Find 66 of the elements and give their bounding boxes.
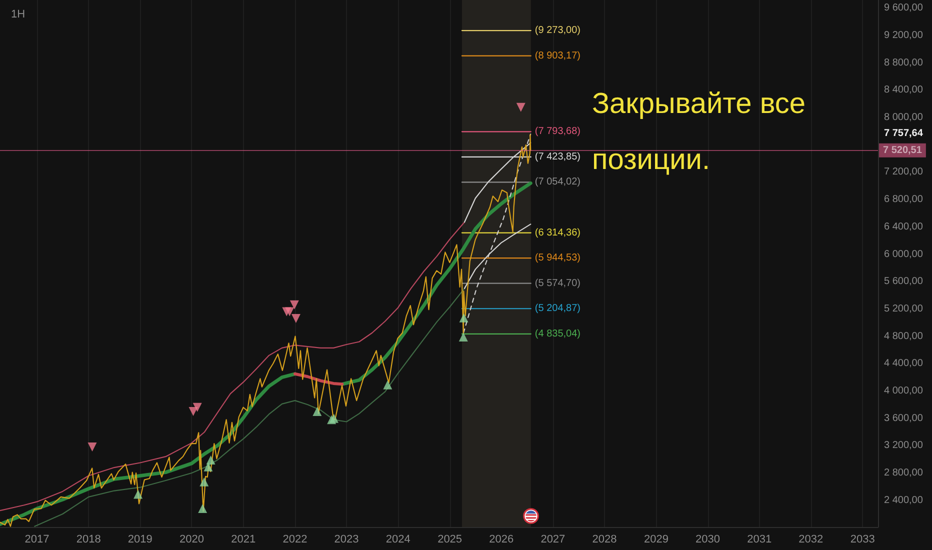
y-tick-label: 8 800,00 — [884, 57, 924, 68]
series-label: (8 903,17) — [534, 50, 580, 62]
x-tick-label: 2031 — [747, 534, 772, 546]
point — [192, 402, 202, 412]
x-tick-label: 2024 — [386, 534, 410, 546]
series-label: (7 793,68) — [534, 126, 580, 138]
point — [204, 462, 213, 472]
y-tick-label: 9 600,00 — [884, 2, 924, 14]
y-tick-label: 3 200,00 — [884, 440, 924, 452]
x-tick-label: 2032 — [798, 534, 824, 546]
point — [291, 314, 300, 324]
y-tick-label: 5 200,00 — [884, 303, 924, 314]
x-tick-label: 2025 — [438, 534, 462, 546]
y-tick-label: 4 800,00 — [884, 330, 924, 342]
x-tick-label: 2030 — [696, 534, 720, 546]
series-label: (9 273,00) — [534, 25, 580, 36]
line-series — [0, 222, 466, 512]
x-tick-label: 2018 — [76, 534, 101, 546]
x-tick-label: 2021 — [231, 534, 256, 546]
x-tick-label: 2028 — [592, 534, 617, 546]
point — [88, 442, 97, 452]
x-tick-label: 2033 — [850, 534, 875, 546]
x-tick-label: 2027 — [540, 534, 566, 546]
point — [516, 102, 526, 112]
series-label: (5 204,87) — [534, 303, 580, 314]
point — [458, 332, 468, 342]
point — [290, 300, 299, 310]
y-tick-label: 6 000,00 — [884, 248, 924, 260]
point — [459, 313, 468, 322]
text: 1H — [11, 8, 26, 20]
y-tick-label: 6 800,00 — [884, 194, 924, 206]
point — [200, 477, 209, 486]
text: 7 757,64 — [884, 128, 923, 140]
x-tick-label: 2029 — [644, 534, 668, 546]
y-tick-label: 8 400,00 — [884, 84, 924, 96]
point — [312, 406, 322, 416]
point — [198, 504, 208, 514]
y-tick-label: 3 600,00 — [884, 412, 924, 424]
series-label: (7 423,85) — [534, 151, 580, 162]
series-label: (7 054,02) — [534, 176, 580, 188]
ref-line-label: 7 520,51 — [883, 144, 922, 156]
y-tick-label: 5 600,00 — [884, 276, 924, 288]
series-label: (5 574,70) — [534, 278, 580, 289]
y-tick-label: 2 400,00 — [884, 494, 924, 506]
y-tick-label: 4 000,00 — [884, 385, 924, 396]
point — [134, 490, 143, 499]
point — [383, 380, 392, 390]
series-label: (5 944,53) — [534, 252, 580, 264]
y-tick-label: 7 200,00 — [884, 166, 924, 178]
y-tick-label: 9 200,00 — [884, 30, 924, 42]
point — [285, 307, 294, 316]
y-tick-label: 4 400,00 — [884, 358, 924, 370]
x-tick-label: 2026 — [489, 534, 514, 546]
x-tick-label: 2020 — [179, 534, 204, 546]
y-tick-label: 2 800,00 — [884, 468, 924, 478]
x-tick-label: 2017 — [24, 534, 50, 546]
series-label: (4 835,04) — [534, 328, 580, 340]
y-tick-label: 6 400,00 — [884, 221, 924, 232]
series-label: (6 314,36) — [534, 227, 580, 238]
x-tick-label: 2019 — [128, 534, 152, 546]
x-tick-label: 2023 — [334, 534, 359, 546]
y-tick-label: 8 000,00 — [884, 112, 924, 124]
annotation: Закрывайте все позиции. — [592, 87, 807, 178]
point — [206, 456, 216, 465]
line-series — [34, 288, 466, 527]
x-tick-label: 2022 — [282, 534, 308, 546]
